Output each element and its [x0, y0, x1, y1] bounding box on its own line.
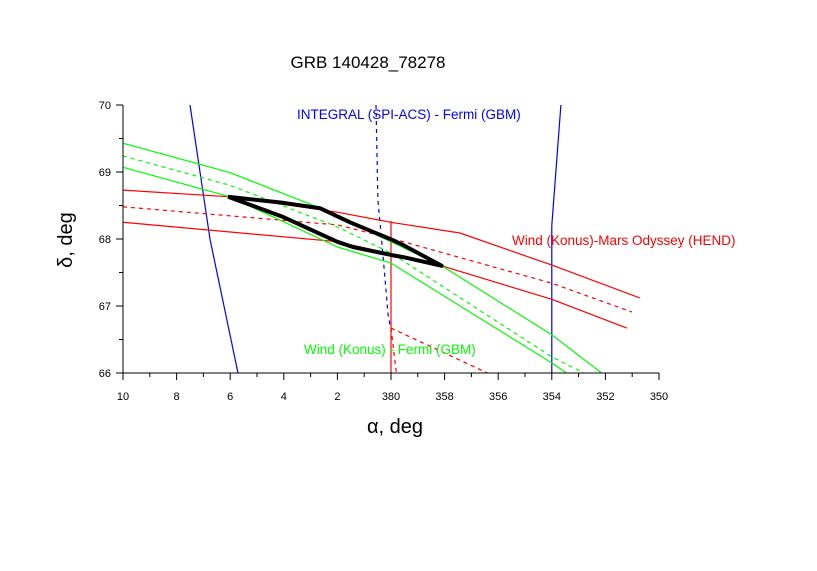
- x-tick-label: 352: [596, 391, 614, 403]
- y-axis-label: δ, deg: [55, 212, 77, 268]
- chart-title: GRB 140428_78278: [290, 53, 445, 72]
- x-tick-label: 358: [435, 391, 453, 403]
- x-tick-label: 10: [117, 391, 129, 403]
- x-tick-label: 6: [227, 391, 233, 403]
- y-tick-label: 66: [99, 368, 111, 380]
- x-tick-label: 2: [334, 391, 340, 403]
- x-tick-label: 356: [489, 391, 507, 403]
- series-line-0: [189, 104, 239, 374]
- series-layer: [122, 104, 641, 374]
- series-line-2: [375, 104, 391, 327]
- series-line-4: [122, 206, 633, 313]
- series-line-12: [227, 194, 444, 268]
- series-line-11: [122, 166, 567, 374]
- annotation-integral-fermi: INTEGRAL (SPI-ACS) - Fermi (GBM): [297, 107, 521, 122]
- series-line-10: [122, 155, 585, 374]
- x-tick-label: 8: [174, 391, 180, 403]
- series-line-7: [390, 327, 488, 374]
- y-tick-label: 67: [99, 301, 111, 313]
- x-axis-label: α, deg: [367, 416, 423, 438]
- annotation-konus-hend: Wind (Konus)-Mars Odyssey (HEND): [512, 233, 736, 248]
- y-tick-label: 69: [99, 167, 111, 179]
- ticks: 10 8 6 4 2 380 358 356 354 352 350 70 69 68 67 66: [99, 100, 668, 403]
- y-tick-label: 70: [99, 100, 111, 112]
- series-line-1: [551, 104, 562, 373]
- x-tick-label: 4: [281, 391, 287, 403]
- annotation-konus-fermi: Wind (Konus) - Fermi (GBM): [304, 342, 476, 357]
- y-tick-label: 68: [99, 234, 111, 246]
- x-tick-label: 380: [382, 391, 400, 403]
- x-tick-label: 350: [650, 391, 668, 403]
- x-tick-label: 354: [543, 391, 561, 403]
